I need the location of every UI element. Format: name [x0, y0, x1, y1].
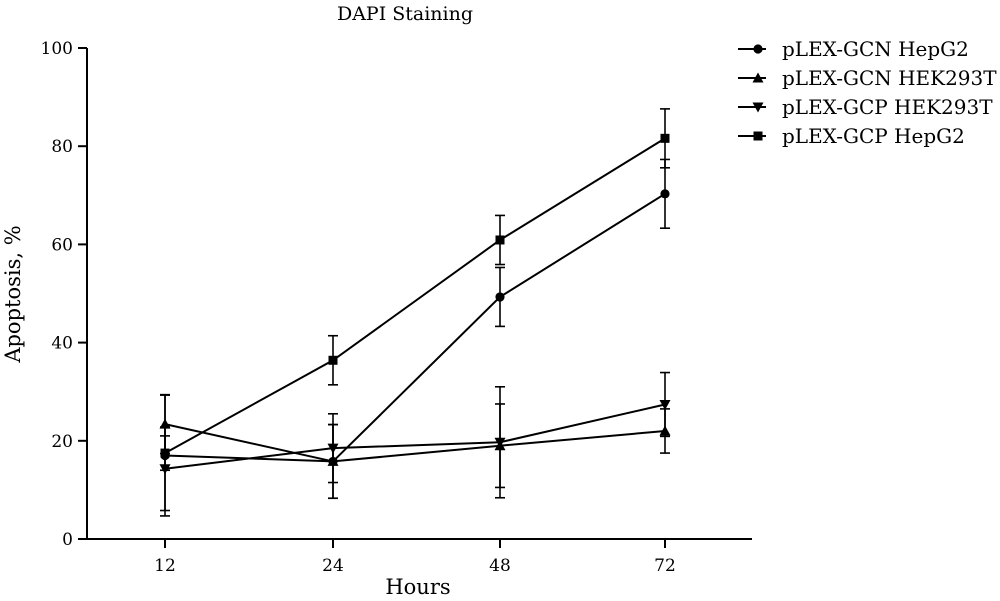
- series-1: [159, 393, 671, 500]
- legend: pLEX-GCN HepG2 pLEX-GCN HEK293T pLEX-GCP H…: [738, 37, 997, 148]
- x-tick-label: 48: [489, 556, 511, 576]
- data-point: [495, 235, 505, 245]
- axes: 0 20 40 60 80 100 12 24 48 72: [41, 39, 752, 576]
- data-point: [660, 133, 670, 143]
- y-tick-label: 100: [41, 39, 73, 59]
- legend-item-2: pLEX-GCP HEK293T: [738, 95, 993, 119]
- legend-marker: [752, 72, 764, 83]
- legend-item-0: pLEX-GCN HepG2: [738, 37, 969, 61]
- legend-label: pLEX-GCN HEK293T: [782, 66, 997, 90]
- data-point: [160, 448, 170, 458]
- legend-marker: [753, 44, 763, 54]
- series-line: [164, 137, 666, 454]
- chart-title: DAPI Staining: [337, 3, 473, 25]
- data-point: [328, 355, 338, 365]
- series-2: [159, 371, 671, 512]
- legend-marker: [753, 131, 763, 141]
- series-layer: [159, 108, 671, 517]
- series-line: [164, 403, 666, 470]
- series-3: [160, 108, 670, 472]
- data-point: [327, 443, 339, 454]
- data-point: [159, 418, 171, 429]
- legend-item-3: pLEX-GCP HepG2: [738, 124, 965, 148]
- legend-label: pLEX-GCP HepG2: [782, 124, 965, 148]
- y-axis-label: Apoptosis, %: [1, 225, 25, 363]
- legend-marker: [752, 102, 764, 113]
- legend-label: pLEX-GCP HEK293T: [782, 95, 993, 119]
- data-point: [660, 189, 670, 199]
- y-tick-label: 80: [51, 137, 73, 157]
- data-point: [494, 437, 506, 448]
- data-point: [495, 292, 505, 302]
- y-tick-label: 40: [51, 334, 73, 354]
- x-tick-label: 12: [154, 556, 176, 576]
- x-tick-label: 24: [322, 556, 344, 576]
- y-tick-label: 20: [51, 432, 73, 452]
- legend-label: pLEX-GCN HepG2: [782, 37, 969, 61]
- legend-item-1: pLEX-GCN HEK293T: [738, 66, 997, 90]
- data-point: [659, 399, 671, 410]
- series-0: [160, 158, 670, 517]
- x-axis-label: Hours: [385, 575, 450, 599]
- y-tick-label: 0: [62, 530, 73, 550]
- y-tick-label: 60: [51, 235, 73, 255]
- series-line: [164, 423, 666, 463]
- x-tick-label: 72: [654, 556, 676, 576]
